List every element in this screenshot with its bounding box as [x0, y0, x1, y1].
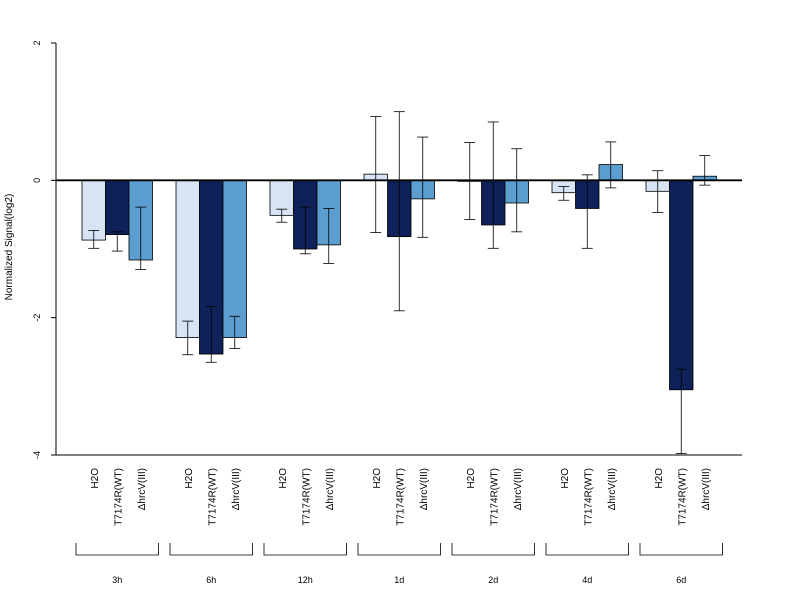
bar-label: H2O — [466, 468, 477, 489]
y-tick-label: -4 — [32, 451, 42, 459]
bar-label: ΔhrcV(III) — [513, 468, 524, 510]
group-bracket — [75, 543, 159, 556]
group-label: 4d — [582, 575, 592, 585]
bar-label: H2O — [654, 468, 665, 489]
bar-label: T7174R(WT) — [113, 468, 124, 526]
group-label: 6d — [676, 575, 686, 585]
bar-label: H2O — [90, 468, 101, 489]
bar-label: ΔhrcV(III) — [419, 468, 430, 510]
y-tick-label: -2 — [32, 314, 42, 322]
group-bracket — [639, 543, 723, 556]
bar-label: ΔhrcV(III) — [231, 468, 242, 510]
bar-label: H2O — [372, 468, 383, 489]
bar-h2o-6h — [175, 179, 200, 338]
bar-label: T7174R(WT) — [489, 468, 500, 526]
bar-hrcv-6h — [222, 179, 247, 338]
group-bracket — [451, 543, 535, 556]
bar-label: T7174R(WT) — [395, 468, 406, 526]
group-bracket — [263, 543, 347, 556]
group-bracket — [545, 543, 629, 556]
y-axis-title: Normalized Signal(log2) — [4, 194, 15, 301]
y-tick-label: 0 — [32, 178, 42, 183]
bar-label: H2O — [560, 468, 571, 489]
group-label: 6h — [206, 575, 216, 585]
bar-wt-3h — [105, 179, 130, 235]
group-label: 3h — [112, 575, 122, 585]
group-label: 12h — [298, 575, 313, 585]
bar-label: H2O — [278, 468, 289, 489]
bar-label: T7174R(WT) — [583, 468, 594, 526]
group-bracket — [169, 543, 253, 556]
group-bracket — [357, 543, 441, 556]
group-label: 2d — [488, 575, 498, 585]
bar-wt-6d — [669, 179, 694, 391]
bar-label: T7174R(WT) — [677, 468, 688, 526]
bar-label: H2O — [184, 468, 195, 489]
bar-label: T7174R(WT) — [207, 468, 218, 526]
bar-label: ΔhrcV(III) — [325, 468, 336, 510]
bar-label: ΔhrcV(III) — [701, 468, 712, 510]
plot-area: 2 0 -2 -4 H2O T7174R(WT) ΔhrcV(III) 3h H2O T7174R… — [32, 40, 742, 585]
bar-label: T7174R(WT) — [301, 468, 312, 526]
group-label: 1d — [394, 575, 404, 585]
y-tick-label: 2 — [32, 40, 42, 45]
bar-label: ΔhrcV(III) — [137, 468, 148, 510]
bar-label: ΔhrcV(III) — [607, 468, 618, 510]
